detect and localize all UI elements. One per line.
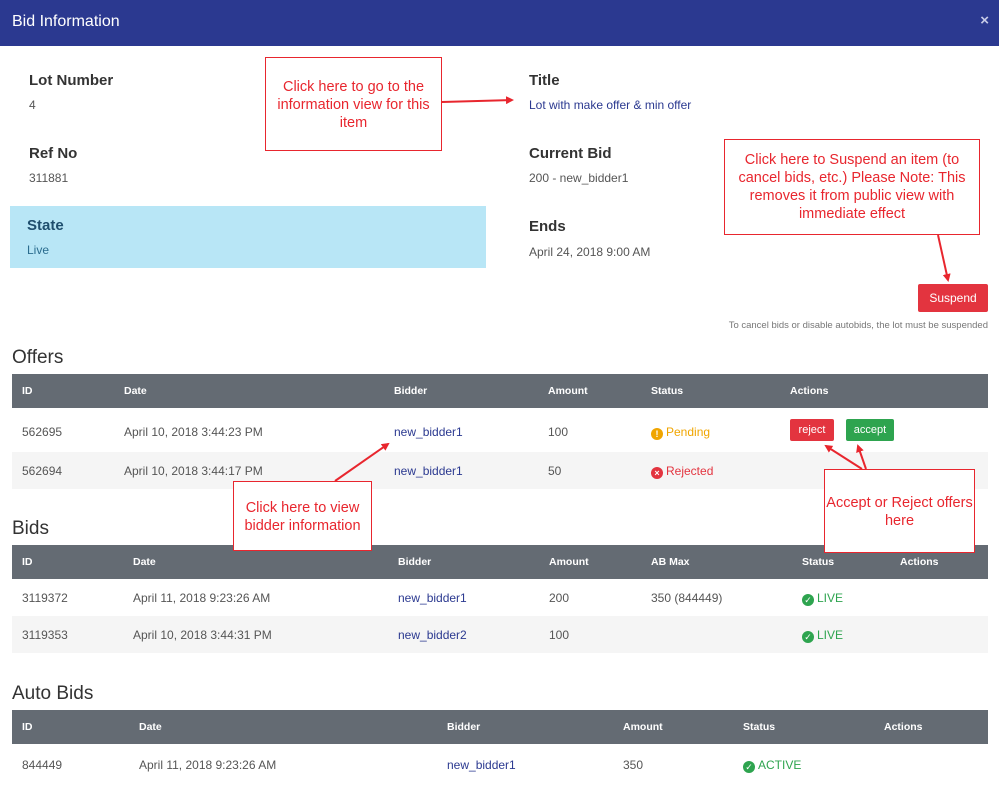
callout-suspend: Click here to Suspend an item (to cancel… <box>724 139 980 235</box>
lot-number-label: Lot Number <box>29 72 114 89</box>
callout-info-view: Click here to go to the information view… <box>265 57 442 151</box>
offers-table-header: ID Date Bidder Amount Status Actions <box>12 374 988 408</box>
bid-amount: 200 <box>549 591 570 605</box>
ref-no-label: Ref No <box>29 145 78 162</box>
check-circle-icon: ✓ <box>802 594 814 606</box>
auto-bid-amount: 350 <box>623 758 644 772</box>
column-header: ID <box>22 721 33 733</box>
bidder-link[interactable]: new_bidder1 <box>447 758 516 772</box>
bidder-link[interactable]: new_bidder2 <box>398 628 467 642</box>
auto-bids-title: Auto Bids <box>12 683 94 704</box>
offers-title: Offers <box>12 347 64 368</box>
offer-amount: 100 <box>548 425 569 439</box>
table-row: 3119353 April 10, 2018 3:44:31 PM new_bi… <box>12 616 988 653</box>
bid-id: 3119353 <box>22 628 68 642</box>
column-header: Actions <box>790 385 829 397</box>
column-header: Amount <box>549 556 589 568</box>
column-header: ID <box>22 556 33 568</box>
state-label: State <box>27 217 64 234</box>
reject-button[interactable]: reject <box>790 419 834 441</box>
offer-id: 562695 <box>22 425 63 439</box>
status-text: Pending <box>666 425 711 439</box>
bidder-link[interactable]: new_bidder1 <box>394 464 463 478</box>
suspend-note: To cancel bids or disable autobids, the … <box>728 320 988 331</box>
status-text: LIVE <box>817 591 844 605</box>
check-circle-icon: ✓ <box>802 631 814 643</box>
column-header: Date <box>133 556 156 568</box>
column-header: Actions <box>884 721 923 733</box>
column-header: Actions <box>900 556 939 568</box>
status-badge: × Rejected <box>651 464 713 479</box>
current-bid-label: Current Bid <box>529 145 612 162</box>
offer-id: 562694 <box>22 464 63 478</box>
bidder-link[interactable]: new_bidder1 <box>398 591 467 605</box>
bid-amount: 100 <box>549 628 570 642</box>
column-header: Date <box>139 721 162 733</box>
offer-date: April 10, 2018 3:44:23 PM <box>124 425 263 439</box>
column-header: Bidder <box>398 556 432 568</box>
auto-bids-table-header: ID Date Bidder Amount Status Actions <box>12 710 988 744</box>
column-header: ID <box>22 385 33 397</box>
status-text: LIVE <box>817 628 844 642</box>
column-header: Amount <box>548 385 588 397</box>
column-header: Bidder <box>394 385 428 397</box>
table-row: 562695 April 10, 2018 3:44:23 PM new_bid… <box>12 408 988 452</box>
column-header: Status <box>802 556 835 568</box>
current-bid-value: 200 - new_bidder1 <box>529 171 629 185</box>
bid-ab-max: 350 (844449) <box>651 591 723 605</box>
state-value: Live <box>27 243 50 257</box>
close-icon[interactable]: × <box>980 12 989 29</box>
exclamation-circle-icon: ! <box>651 428 663 440</box>
ref-no-value: 311881 <box>29 171 69 185</box>
offer-date: April 10, 2018 3:44:17 PM <box>124 464 263 478</box>
status-badge: ✓ ACTIVE <box>743 758 801 773</box>
table-row: 3119372 April 11, 2018 9:23:26 AM new_bi… <box>12 579 988 616</box>
table-row: 844449 April 11, 2018 9:23:26 AM new_bid… <box>12 744 988 784</box>
ends-label: Ends <box>529 218 566 235</box>
column-header: Bidder <box>447 721 481 733</box>
suspend-button[interactable]: Suspend <box>918 284 988 312</box>
lot-title-link[interactable]: Lot with make offer & min offer <box>529 98 692 112</box>
title-label: Title <box>529 72 560 89</box>
auto-bid-id: 844449 <box>22 758 63 772</box>
offer-amount: 50 <box>548 464 562 478</box>
status-badge: ✓ LIVE <box>802 591 843 606</box>
arrow-to-title <box>441 96 514 105</box>
auto-bid-date: April 11, 2018 9:23:26 AM <box>139 758 277 772</box>
offers-table: ID Date Bidder Amount Status Actions 562… <box>12 374 988 489</box>
column-header: Amount <box>623 721 663 733</box>
modal-title: Bid Information <box>12 13 120 30</box>
callout-bidder: Click here to view bidder information <box>233 481 372 551</box>
modal-header: Bid Information × <box>0 0 999 46</box>
bid-id: 3119372 <box>22 591 68 605</box>
bid-date: April 10, 2018 3:44:31 PM <box>133 628 272 642</box>
check-circle-icon: ✓ <box>743 761 755 773</box>
arrow-to-suspend <box>937 234 951 282</box>
bids-table-header: ID Date Bidder Amount AB Max Status Acti… <box>12 545 988 579</box>
ends-value: April 24, 2018 9:00 AM <box>529 245 651 259</box>
column-header: Date <box>124 385 147 397</box>
accept-button[interactable]: accept <box>846 419 894 441</box>
status-text: ACTIVE <box>758 758 802 772</box>
bid-date: April 11, 2018 9:23:26 AM <box>133 591 271 605</box>
status-text: Rejected <box>666 464 714 478</box>
status-badge: ✓ LIVE <box>802 628 843 643</box>
bids-table: ID Date Bidder Amount AB Max Status Acti… <box>12 545 988 653</box>
column-header: Status <box>651 385 684 397</box>
callout-offers: Accept or Reject offers here <box>824 469 975 553</box>
column-header: Status <box>743 721 776 733</box>
bids-title: Bids <box>12 518 49 539</box>
lot-number-value: 4 <box>29 98 36 112</box>
auto-bids-table: ID Date Bidder Amount Status Actions 844… <box>12 710 988 784</box>
state-panel: State Live <box>10 206 486 268</box>
bidder-link[interactable]: new_bidder1 <box>394 425 463 439</box>
x-circle-icon: × <box>651 467 663 479</box>
column-header: AB Max <box>651 556 690 568</box>
status-badge: ! Pending <box>651 425 710 440</box>
